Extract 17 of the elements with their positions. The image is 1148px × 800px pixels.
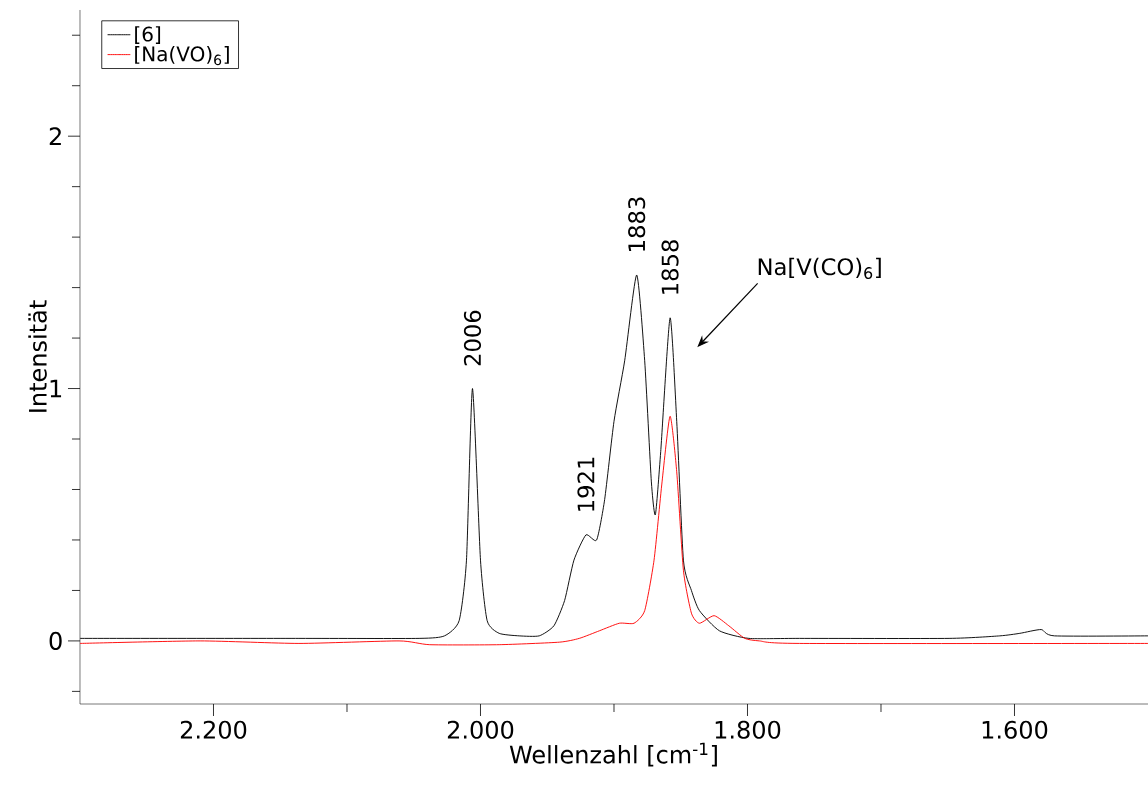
annotation: 1883 — [628, 197, 646, 251]
annotation: Na[V(CO)$_{6}$] — [758, 257, 881, 280]
y-tick-label: 1 — [50, 379, 62, 398]
x-tick-label: 1.600 — [982, 720, 1048, 739]
annotation: 2006 — [463, 310, 482, 366]
y-tick-label: 2 — [49, 127, 61, 146]
x-axis-title: Wellenzahl [cm$^{-1}$] — [509, 742, 717, 767]
line-series — [79, 415, 1148, 646]
annotation: 1858 — [661, 240, 679, 294]
y-tick-label: 0 — [49, 631, 62, 650]
x-tick-label: 2.200 — [180, 720, 247, 739]
legend-label: [Na(VO)$_{6}$] — [135, 46, 229, 66]
legend-label: [6] — [135, 26, 161, 44]
x-tick-label: 2.000 — [447, 720, 514, 739]
annotation: 1921 — [577, 457, 595, 511]
y-axis-title: Intensität — [28, 300, 47, 412]
x-tick-label: 1.800 — [715, 720, 781, 739]
